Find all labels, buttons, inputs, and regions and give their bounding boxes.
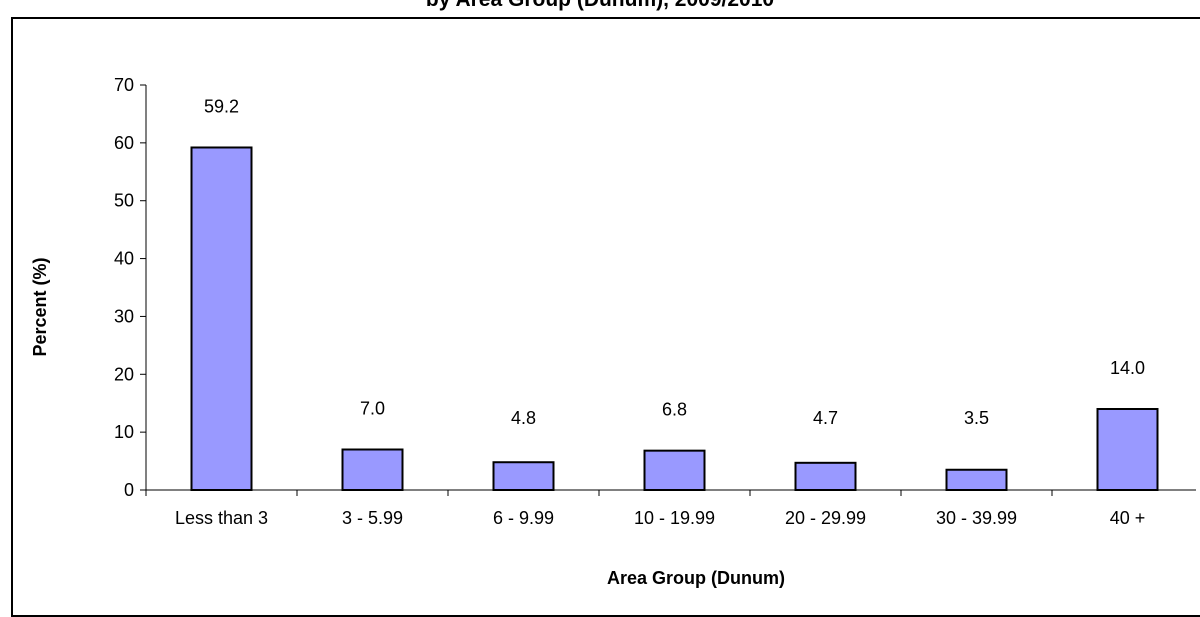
y-tick-label: 70 (114, 75, 134, 95)
bars (190, 146, 1159, 492)
x-axis-title: Area Group (Dunum) (607, 568, 785, 588)
y-tick-label: 10 (114, 422, 134, 442)
x-tick-label: 40 + (1110, 508, 1146, 528)
data-label: 7.0 (360, 399, 385, 419)
data-label: 6.8 (662, 400, 687, 420)
y-axis-title: Percent (%) (30, 257, 50, 356)
y-tick-label: 50 (114, 191, 134, 211)
x-tick-label: 30 - 39.99 (936, 508, 1017, 528)
bar (190, 146, 253, 491)
y-axis: 0 10 20 30 40 50 60 70 (114, 75, 147, 500)
bar (794, 461, 857, 491)
data-labels: 59.2 7.0 4.8 6.8 4.7 3.5 14.0 (204, 96, 1145, 428)
y-tick-label: 20 (114, 364, 134, 384)
y-tick-label: 60 (114, 133, 134, 153)
data-label: 14.0 (1110, 358, 1145, 378)
bar (341, 448, 404, 491)
bar (1096, 408, 1159, 491)
x-tick-label: 10 - 19.99 (634, 508, 715, 528)
data-label: 59.2 (204, 96, 239, 116)
y-tick-label: 0 (124, 480, 134, 500)
x-axis: Less than 3 3 - 5.99 6 - 9.99 10 - 19.99 20 … (145, 489, 1196, 528)
x-tick-label: Less than 3 (175, 508, 268, 528)
data-label: 3.5 (964, 408, 989, 428)
bar (492, 461, 555, 492)
y-tick-label: 40 (114, 249, 134, 269)
bar (643, 449, 706, 491)
chart-title: by Area Group (Dunum), 2009/2010 (0, 0, 1200, 12)
y-tick-label: 30 (114, 306, 134, 326)
x-tick-label: 3 - 5.99 (342, 508, 403, 528)
data-label: 4.8 (511, 408, 536, 428)
x-tick-label: 20 - 29.99 (785, 508, 866, 528)
data-label: 4.7 (813, 408, 838, 428)
x-tick-label: 6 - 9.99 (493, 508, 554, 528)
bar (945, 468, 1008, 491)
